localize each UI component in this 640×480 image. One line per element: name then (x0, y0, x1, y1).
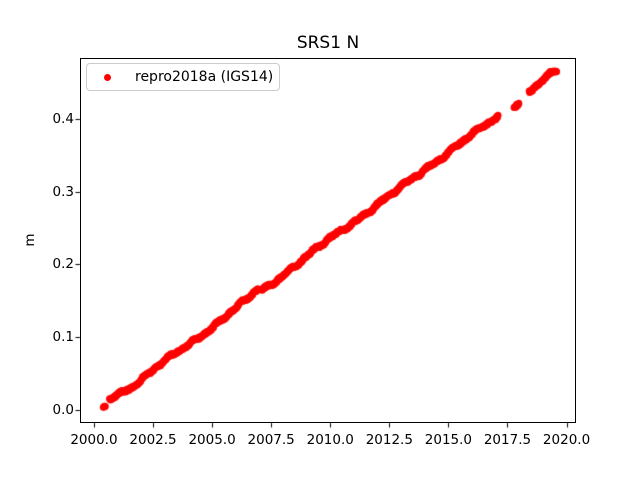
legend: repro2018a (IGS14) (86, 63, 280, 91)
x-tick-label: 2020.0 (542, 432, 591, 448)
y-tick-label: 0.1 (52, 329, 74, 346)
legend-label: repro2018a (IGS14) (135, 69, 274, 85)
legend-marker-dot (104, 74, 111, 81)
chart-title: SRS1 N (296, 33, 360, 53)
x-tick-label: 2002.5 (129, 432, 177, 448)
x-tick-label: 2005.0 (188, 432, 236, 448)
y-tick-label: 0.0 (52, 401, 74, 418)
y-tick-label: 0.3 (52, 183, 74, 200)
x-tick-label: 2007.5 (247, 432, 295, 448)
x-tick-label: 2012.5 (365, 432, 413, 448)
x-tick-label: 2015.0 (424, 432, 473, 448)
x-tick-label: 2010.0 (306, 432, 354, 448)
x-tick-label: 2017.5 (483, 432, 532, 448)
y-tick-label: 0.4 (52, 111, 74, 128)
y-tick-label: 0.2 (52, 256, 74, 273)
y-axis-label: m (22, 233, 38, 247)
x-tick-label: 2000.0 (70, 432, 118, 448)
